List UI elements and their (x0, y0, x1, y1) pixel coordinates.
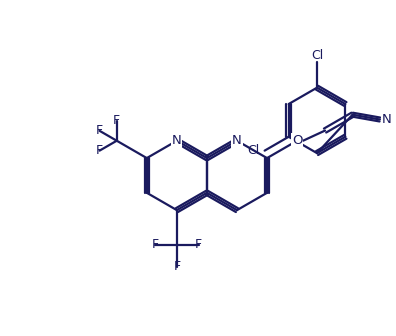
Text: F: F (173, 260, 181, 273)
Text: Cl: Cl (248, 144, 260, 157)
Text: N: N (172, 134, 182, 147)
Text: F: F (195, 238, 202, 251)
Text: N: N (232, 134, 242, 147)
Text: F: F (113, 114, 120, 127)
Text: N: N (382, 113, 392, 126)
Text: O: O (292, 134, 303, 147)
Text: F: F (152, 238, 159, 251)
Text: Cl: Cl (311, 49, 323, 62)
Text: F: F (96, 124, 103, 137)
Text: F: F (96, 144, 103, 157)
